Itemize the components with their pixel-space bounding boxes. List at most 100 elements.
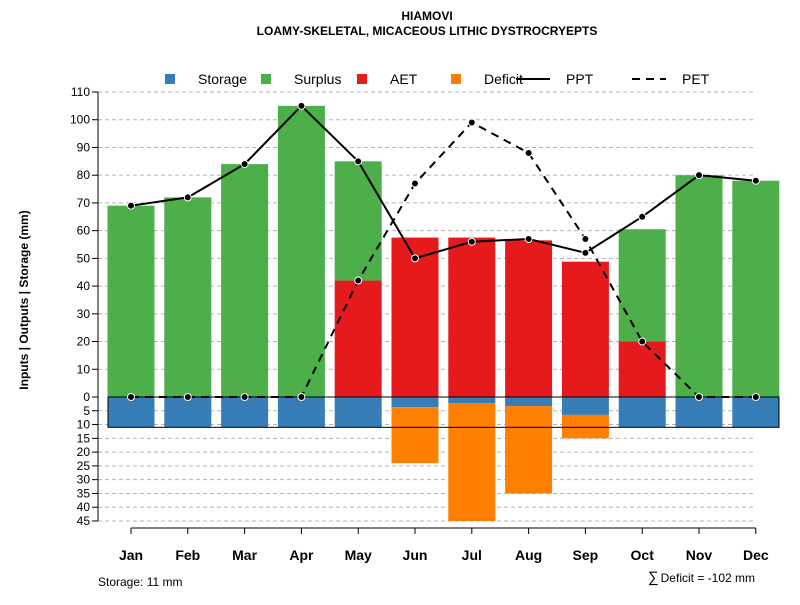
y-tick-label: 110 xyxy=(71,85,90,99)
bar-layer xyxy=(107,105,780,521)
ppt-point xyxy=(411,254,419,263)
x-tick-label: Oct xyxy=(631,547,655,563)
legend-swatch xyxy=(451,74,461,84)
legend-swatch xyxy=(357,74,367,84)
y-tick-label: 40 xyxy=(77,500,91,514)
y-tick-label: 100 xyxy=(70,113,90,127)
x-tick-label: Apr xyxy=(289,547,314,563)
deficit-bar xyxy=(448,403,496,521)
y-tick-label: 90 xyxy=(77,140,91,154)
pet-point xyxy=(695,393,703,401)
pet-point xyxy=(638,337,647,346)
pet-point xyxy=(467,118,476,127)
x-tick-label: Jun xyxy=(403,547,428,563)
y-tick-label: 70 xyxy=(77,196,91,210)
storage-bar xyxy=(448,397,496,404)
legend-label: Deficit xyxy=(484,71,523,87)
surplus-bar xyxy=(277,105,325,397)
pet-point xyxy=(751,393,760,401)
y-axis-label: Inputs | Outputs | Storage (mm) xyxy=(17,210,31,389)
surplus-bar xyxy=(732,180,780,397)
ppt-point xyxy=(183,193,192,202)
surplus-bar xyxy=(221,164,269,397)
ppt-point xyxy=(638,212,647,221)
y-tick-label: 10 xyxy=(77,362,91,376)
aet-bar xyxy=(618,341,666,397)
y-tick-label: 30 xyxy=(77,307,91,321)
pet-point xyxy=(183,393,192,401)
storage-note: Storage: 11 mm xyxy=(98,575,182,589)
legend-label: AET xyxy=(390,71,418,87)
deficit-sum-label: Deficit = -102 mm xyxy=(661,571,755,585)
deficit-bar xyxy=(505,406,553,494)
storage-bar xyxy=(505,397,553,407)
ppt-point xyxy=(751,176,760,185)
storage-bar xyxy=(732,397,780,428)
ppt-point xyxy=(354,157,363,166)
ppt-point xyxy=(524,234,533,243)
y-tick-label: 30 xyxy=(77,473,91,487)
pet-point xyxy=(240,393,249,401)
pet-point xyxy=(297,393,306,401)
y-tick-label: 40 xyxy=(77,279,91,293)
y-tick-label: 25 xyxy=(77,459,91,473)
line-layer xyxy=(127,101,760,401)
pet-point xyxy=(581,234,590,243)
y-tick-label: 35 xyxy=(77,486,91,500)
ppt-point xyxy=(581,248,590,257)
aet-bar xyxy=(334,280,382,397)
sigma-symbol: ∑ xyxy=(648,569,659,586)
storage-bar xyxy=(675,397,723,428)
y-tick-label: 10 xyxy=(77,418,91,432)
storage-bar xyxy=(391,397,439,408)
x-tick-label: Jul xyxy=(462,547,482,563)
pet-point xyxy=(127,393,135,401)
x-tick-label: Nov xyxy=(686,547,713,563)
deficit-bar xyxy=(561,414,609,439)
pet-point xyxy=(524,149,533,157)
pet-point xyxy=(411,179,419,188)
chart-subtitle: LOAMY-SKELETAL, MICACEOUS LITHIC DYSTROC… xyxy=(257,24,598,38)
x-tick-label: Mar xyxy=(232,547,257,563)
y-tick-label: 20 xyxy=(77,445,91,459)
deficit-bar xyxy=(391,407,439,464)
x-tick-label: May xyxy=(345,547,372,563)
storage-bar xyxy=(277,397,325,428)
y-tick-label: 15 xyxy=(77,431,91,445)
aet-bar xyxy=(448,237,496,397)
storage-capacity-box xyxy=(107,396,780,428)
chart-legend: Storage Surplus AET Deficit PPT PET xyxy=(165,71,710,87)
surplus-bar xyxy=(334,161,382,281)
ppt-point xyxy=(467,237,476,246)
axis-layer: 0102030405060708090100110510152025303540… xyxy=(70,85,769,563)
storage-bar xyxy=(334,397,382,428)
surplus-bar xyxy=(675,175,723,397)
storage-bar xyxy=(164,397,212,428)
y-tick-label: 20 xyxy=(77,335,91,349)
aet-bar xyxy=(391,237,439,397)
chart-title: HIAMOVI xyxy=(401,9,452,23)
y-tick-label: 0 xyxy=(83,390,90,404)
storage-bar xyxy=(618,397,666,428)
surplus-bar xyxy=(164,197,212,397)
x-tick-label: Jan xyxy=(119,547,143,563)
ppt-point xyxy=(127,201,135,210)
storage-bar xyxy=(561,397,609,415)
deficit-sum-note: ∑ Deficit = -102 mm xyxy=(648,569,755,586)
pet-line xyxy=(131,121,756,398)
legend-label: Storage xyxy=(198,71,247,87)
x-tick-label: Dec xyxy=(743,547,769,563)
x-tick-label: Sep xyxy=(573,547,599,563)
ppt-point xyxy=(240,160,249,169)
storage-bar xyxy=(107,397,155,428)
ppt-point xyxy=(695,171,703,180)
pet-point xyxy=(354,276,363,285)
storage-bar xyxy=(221,397,269,428)
y-tick-label: 80 xyxy=(77,168,91,182)
ppt-line xyxy=(130,104,756,260)
legend-label: PET xyxy=(682,71,710,87)
x-tick-label: Aug xyxy=(515,547,542,563)
y-tick-label: 50 xyxy=(77,251,91,265)
ppt-point xyxy=(297,101,306,110)
